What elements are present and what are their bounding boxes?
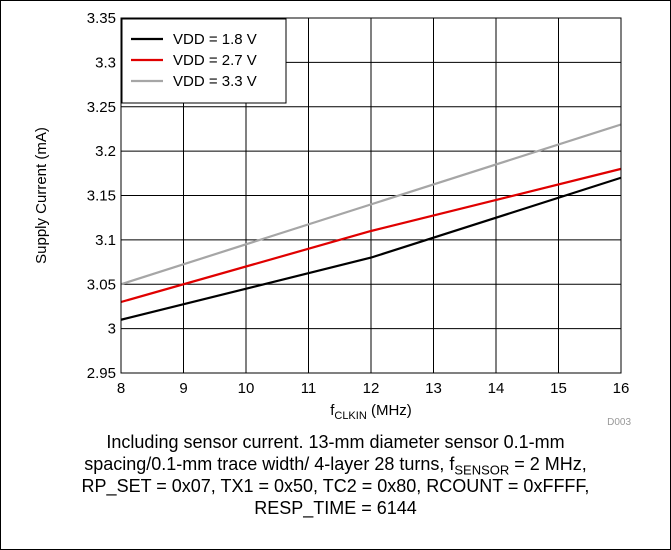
y-tick-label: 2.95 xyxy=(87,365,116,382)
y-tick-label: 3.25 xyxy=(87,99,116,116)
x-tick-label: 12 xyxy=(363,380,380,397)
y-tick-label: 3.1 xyxy=(95,232,116,249)
x-tick-label: 16 xyxy=(613,380,630,397)
supply-current-chart: 2.95 3 3.05 3.1 3.15 3.2 3.25 3.3 3.35 8 9 10 11 12 1… xyxy=(1,1,670,431)
caption-line-3: RP_SET = 0x07, TX1 = 0x50, TC2 = 0x80, R… xyxy=(1,475,670,497)
caption: Including sensor current. 13-mm diameter… xyxy=(1,431,670,519)
legend-label-3: VDD = 3.3 V xyxy=(173,73,257,90)
x-axis-title-unit: (MHz) xyxy=(367,402,412,419)
x-tick-label: 9 xyxy=(179,380,187,397)
y-tick-labels: 2.95 3 3.05 3.1 3.15 3.2 3.25 3.3 3.35 xyxy=(87,10,116,382)
legend-label-1: VDD = 1.8 V xyxy=(173,31,257,48)
x-tick-label: 15 xyxy=(550,380,567,397)
caption-line-2-text: spacing/0.1-mm trace width/ 4-layer 28 t… xyxy=(84,454,454,474)
caption-line-2: spacing/0.1-mm trace width/ 4-layer 28 t… xyxy=(1,453,670,475)
x-tick-labels: 8 9 10 11 12 13 14 15 16 xyxy=(117,380,630,397)
caption-line-2-tail: = 2 MHz, xyxy=(509,454,587,474)
legend: VDD = 1.8 V VDD = 2.7 V VDD = 3.3 V xyxy=(122,19,286,103)
x-tick-label: 13 xyxy=(425,380,442,397)
y-tick-label: 3.35 xyxy=(87,10,116,27)
x-axis-title: fCLKIN (MHz) xyxy=(330,402,412,422)
y-tick-label: 3 xyxy=(108,321,116,338)
x-tick-label: 8 xyxy=(117,380,125,397)
y-axis-title: Supply Current (mA) xyxy=(33,127,50,264)
x-tick-label: 11 xyxy=(301,380,317,397)
x-tick-label: 10 xyxy=(238,380,255,397)
caption-line-1: Including sensor current. 13-mm diameter… xyxy=(1,431,670,453)
y-tick-label: 3.3 xyxy=(95,54,116,71)
y-tick-label: 3.15 xyxy=(87,188,116,205)
y-tick-label: 3.2 xyxy=(95,143,116,160)
x-axis-title-sub: CLKIN xyxy=(334,410,366,422)
figure-id: D003 xyxy=(607,417,631,428)
y-tick-label: 3.05 xyxy=(87,276,116,293)
x-tick-label: 14 xyxy=(488,380,505,397)
legend-label-2: VDD = 2.7 V xyxy=(173,52,257,69)
caption-line-4: RESP_TIME = 6144 xyxy=(1,497,670,519)
